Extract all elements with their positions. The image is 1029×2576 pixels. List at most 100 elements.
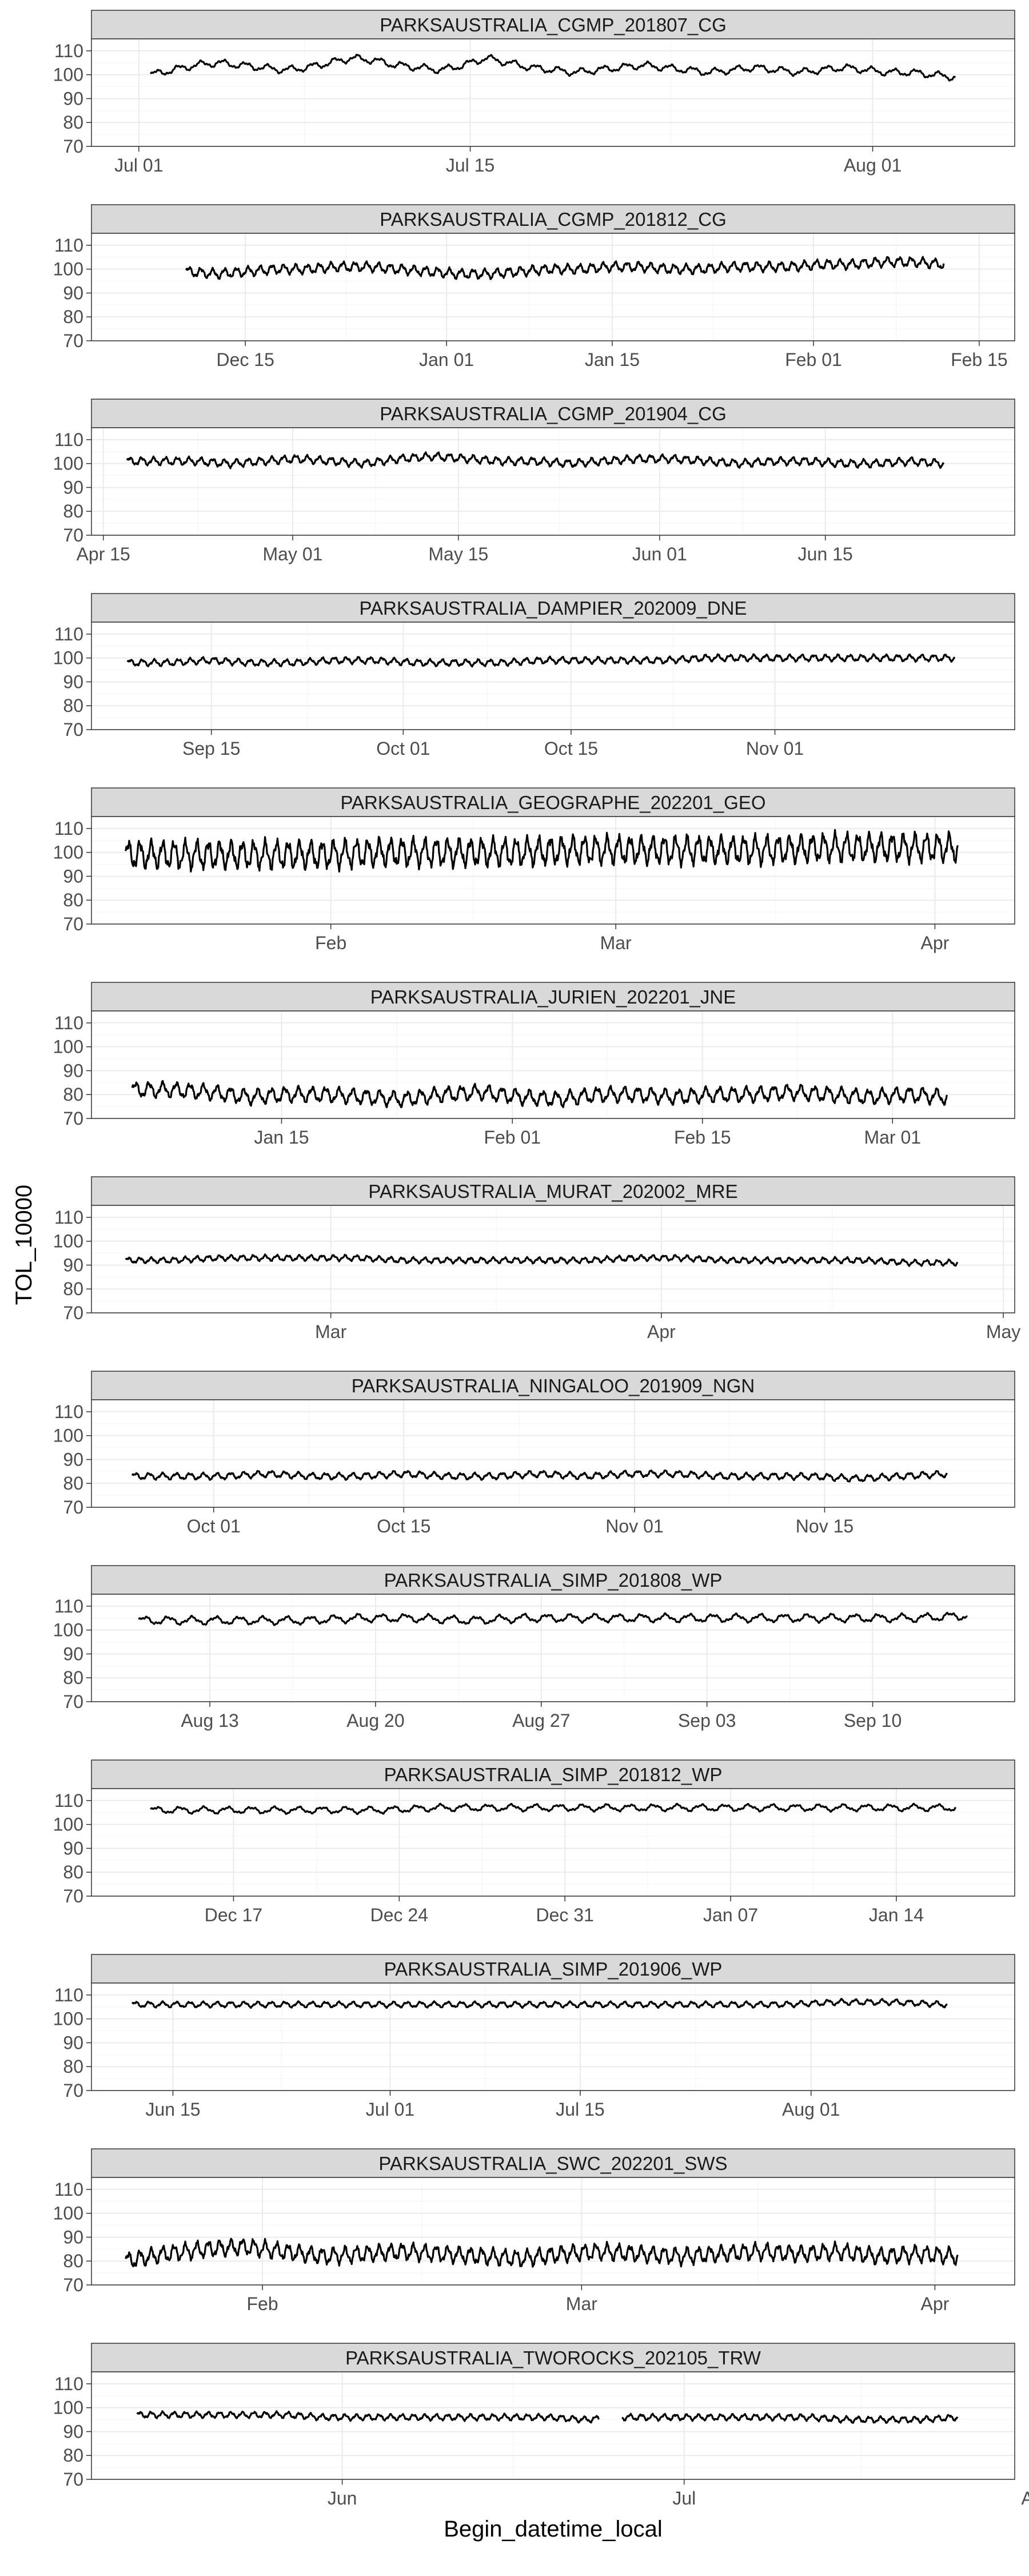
y-tick-label: 70 (63, 2469, 83, 2490)
facet-strip-label: PARKSAUSTRALIA_TWOROCKS_202105_TRW (345, 2347, 761, 2368)
x-tick-label: Mar 01 (864, 1127, 921, 1148)
x-tick-label: May 01 (263, 544, 323, 564)
y-tick-label: 100 (53, 2398, 83, 2418)
panel-background (91, 1789, 1015, 1896)
y-tick-label: 70 (63, 331, 83, 351)
facet-strip-label: PARKSAUSTRALIA_JURIEN_202201_JNE (370, 986, 736, 1008)
facet-8: PARKSAUSTRALIA_NINGALOO_201909_NGN 70 80 90… (53, 1371, 1015, 1536)
panel-background (91, 233, 1015, 341)
y-tick-label: 100 (53, 842, 83, 863)
x-tick-label: Apr (921, 2294, 950, 2314)
y-tick-label: 70 (63, 2080, 83, 2101)
facet-strip (91, 399, 1015, 428)
y-tick-label: 90 (63, 477, 83, 497)
y-tick-label: 80 (63, 501, 83, 521)
y-tick-label: 100 (53, 2009, 83, 2029)
y-tick-label: 90 (63, 2421, 83, 2442)
x-tick-label: Jan 15 (254, 1127, 309, 1148)
x-tick-label: Jul 15 (446, 155, 494, 176)
x-tick-label: Nov 15 (796, 1516, 853, 1536)
panel-background (91, 2177, 1015, 2285)
panel-border (91, 816, 1015, 925)
x-axis-label: Begin_datetime_local (444, 2517, 662, 2542)
facet-13: PARKSAUSTRALIA_TWOROCKS_202105_TRW 70 80 90… (53, 2343, 1029, 2509)
facet-strip (91, 1759, 1015, 1789)
y-tick-label: 80 (63, 2251, 83, 2271)
y-tick-label: 80 (63, 306, 83, 327)
panel-border (91, 2177, 1015, 2286)
panel-border (91, 1594, 1015, 1702)
panel-border (91, 233, 1015, 341)
x-tick-label: Jan 14 (869, 1905, 924, 1925)
facet-strip (91, 982, 1015, 1012)
y-tick-label: 70 (63, 1108, 83, 1129)
y-tick-label: 110 (54, 2374, 83, 2394)
y-tick-label: 110 (54, 1207, 83, 1228)
y-tick-label: 100 (53, 1620, 83, 1641)
x-tick-label: Nov 01 (605, 1516, 663, 1536)
x-tick-label: Jun 01 (632, 544, 687, 564)
x-tick-label: Jul 01 (366, 2099, 414, 2120)
y-tick-label: 100 (53, 259, 83, 280)
data-line (150, 1802, 956, 1815)
y-tick-label: 80 (63, 1862, 83, 1882)
x-tick-label: Aug (1021, 2488, 1029, 2509)
x-tick-label: Sep 03 (678, 1710, 736, 1731)
facet-strip-label: PARKSAUSTRALIA_MURAT_202002_MRE (368, 1181, 737, 1202)
x-tick-label: Feb 01 (484, 1127, 541, 1148)
facet-6: PARKSAUSTRALIA_JURIEN_202201_JNE 70 80 90 10… (53, 982, 1015, 1148)
y-tick-label: 110 (54, 1402, 83, 1422)
x-tick-label: Jan 15 (585, 349, 640, 370)
y-tick-label: 90 (63, 1643, 83, 1664)
facet-strip (91, 1371, 1015, 1400)
x-tick-label: Aug 13 (181, 1710, 238, 1731)
data-line (131, 1469, 948, 1483)
x-tick-label: Jul (672, 2488, 696, 2509)
panel-background (91, 428, 1015, 535)
x-tick-label: Dec 24 (370, 1905, 428, 1925)
data-line (150, 54, 956, 82)
facet-strip-label: PARKSAUSTRALIA_DAMPIER_202009_DNE (359, 598, 747, 619)
x-tick-label: Dec 15 (216, 349, 274, 370)
x-tick-label: Jun 15 (798, 544, 853, 564)
panel-background (91, 39, 1015, 146)
facet-strip (91, 593, 1015, 623)
facet-strip-label: PARKSAUSTRALIA_SIMP_201808_WP (384, 1570, 723, 1591)
data-line (131, 1080, 948, 1108)
y-tick-label: 90 (63, 671, 83, 692)
y-tick-label: 70 (63, 2275, 83, 2295)
x-tick-label: Jan 07 (703, 1905, 758, 1925)
x-tick-label: Jul 15 (556, 2099, 604, 2120)
facet-strip (91, 1954, 1015, 1984)
y-tick-label: 90 (63, 866, 83, 886)
x-tick-label: Sep 10 (844, 1710, 902, 1731)
data-line (125, 829, 959, 873)
y-tick-label: 100 (53, 65, 83, 85)
panel-border (91, 622, 1015, 730)
facet-strip-label: PARKSAUSTRALIA_NINGALOO_201909_NGN (352, 1375, 755, 1396)
y-axis-label: TOL_10000 (11, 1185, 37, 1305)
facet-12: PARKSAUSTRALIA_SWC_202201_SWS 70 80 90 100 11… (53, 2148, 1015, 2314)
panel-background (91, 1400, 1015, 1507)
y-tick-label: 80 (63, 890, 83, 910)
x-tick-label: Feb (315, 933, 346, 953)
x-tick-label: Aug 27 (512, 1710, 570, 1731)
panel-border (91, 427, 1015, 536)
data-line (126, 653, 956, 668)
x-tick-label: Mar (600, 933, 632, 953)
y-tick-label: 80 (63, 1473, 83, 1494)
panel-border (91, 1982, 1015, 2091)
x-tick-label: Sep 15 (182, 738, 240, 759)
data-line (126, 451, 945, 469)
facet-5: PARKSAUSTRALIA_GEOGRAPHE_202201_GEO 70 80 9… (53, 787, 1015, 953)
x-tick-label: Mar (566, 2294, 597, 2314)
data-line (131, 1998, 948, 2009)
y-tick-label: 100 (53, 648, 83, 668)
y-tick-label: 100 (53, 1037, 83, 1057)
x-tick-label: Apr (921, 933, 950, 953)
y-tick-label: 110 (54, 1985, 83, 2005)
y-tick-label: 100 (53, 1814, 83, 1835)
x-tick-label: Jan 01 (419, 349, 474, 370)
panel-background (91, 1983, 1015, 2091)
